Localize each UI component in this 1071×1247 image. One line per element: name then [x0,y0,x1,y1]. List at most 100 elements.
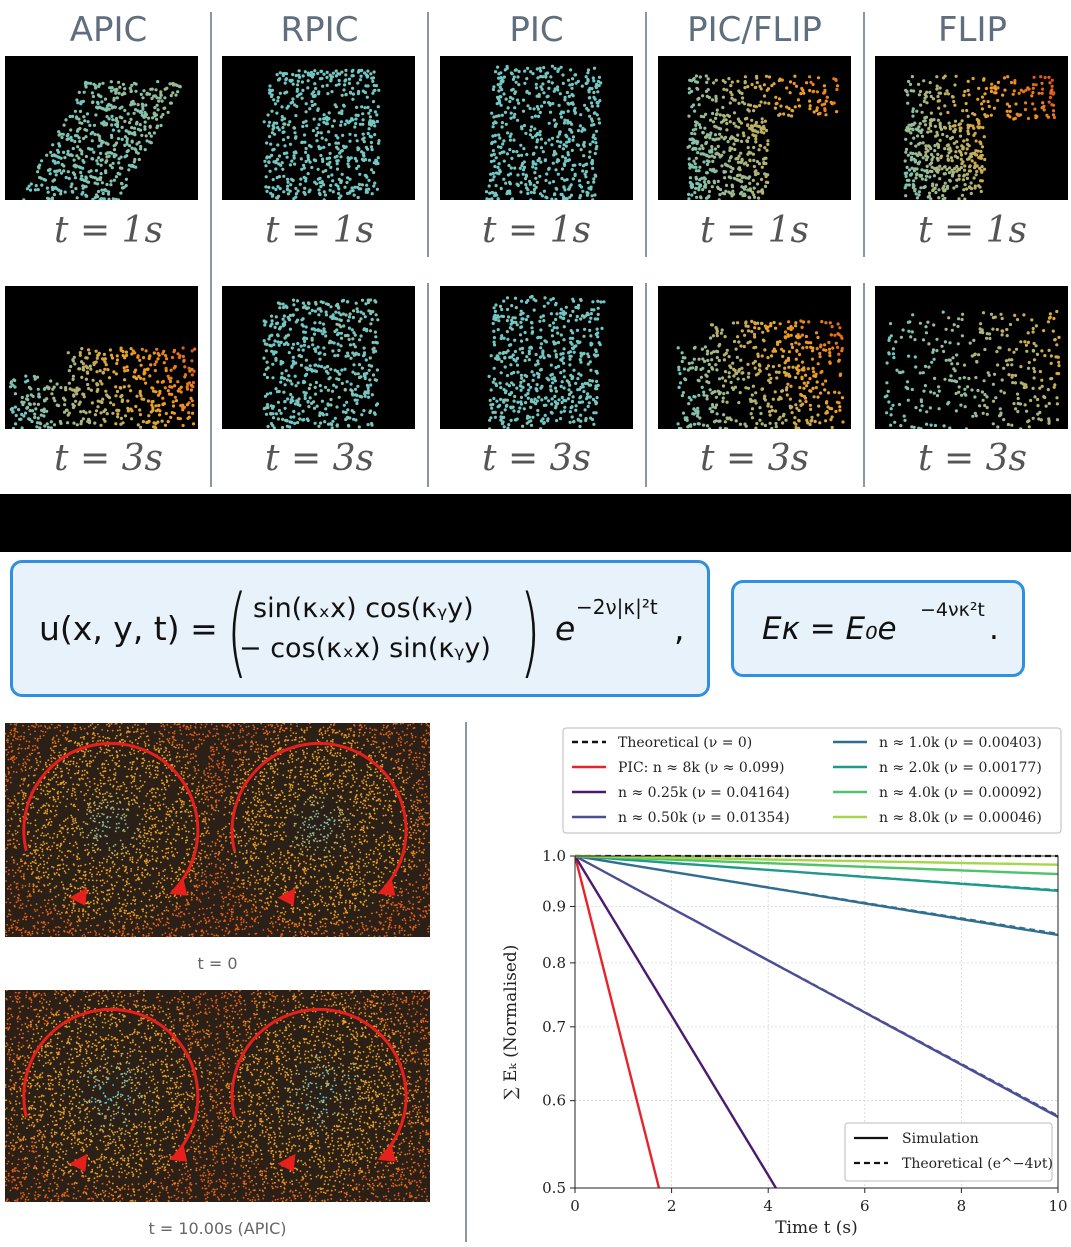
x-tick-label: 10 [1048,1197,1067,1215]
velocity-trail: , [674,609,685,648]
series-line [575,854,1058,866]
time-label: t = 3s [54,438,163,479]
sim-panel-flip-t1 [875,56,1068,200]
style-legend: Simulation Theoretical (e^−4νt) [844,1122,1053,1182]
x-tick-label: 0 [570,1197,580,1215]
sim-panel-apic-t1 [5,56,198,200]
column-divider [863,283,865,487]
sim-panel-rpic-t1 [222,56,415,200]
section-divider [465,722,467,1242]
chart-legend: Theoretical (ν = 0) n ≈ 1.0k (ν = 0.00403… [562,727,1062,834]
time-label: t = 1s [918,210,1027,251]
velocity-equation-box: u(x, y, t) = ( sin(κₓx) cos(κᵧy) − cos(κ… [10,560,710,697]
plot-frame [574,855,1059,1189]
style-legend-box [844,1122,1053,1182]
rotation-arrow [230,741,408,889]
arrow-head [169,877,188,896]
y-axis-label: ∑ Eₖ (Normalised) [501,945,521,1100]
column-title-flip: FLIP [937,10,1008,50]
series-line [575,855,661,1188]
left-paren: ( [226,575,248,689]
arrow-head [69,887,88,906]
legend-label: n ≈ 8.0k (ν = 0.00046) [879,810,1042,826]
velocity-row-1: sin(κₓx) cos(κᵧy) [253,593,474,624]
sim-panel-flip-t3 [875,286,1068,429]
x-axis-label: Time t (s) [775,1218,858,1238]
y-tick-label: 1.0 [542,847,566,865]
separator-band [0,494,1071,552]
column-title-pic-flip: PIC/FLIP [687,10,822,50]
y-tick-label: 0.8 [542,954,566,972]
legend-label: n ≈ 0.50k (ν = 0.01354) [618,810,790,826]
style-legend-label: Theoretical (e^−4νt) [902,1156,1053,1172]
y-tick-label: 0.5 [542,1179,566,1197]
rotation-arrow [22,741,200,889]
y-tick-label: 0.7 [542,1018,566,1036]
energy-trail: . [989,611,999,647]
legend-label: PIC: n ≈ 8k (ν ≈ 0.099) [618,760,784,776]
vortex-caption-t0: t = 0 [197,954,238,973]
time-label: t = 3s [918,438,1027,479]
column-title-rpic: RPIC [280,10,359,50]
sim-panel-pic-t3 [440,286,633,429]
sim-panel-pic-flip-t1 [658,56,851,200]
column-divider [645,283,647,487]
right-paren: ) [519,575,541,689]
column-divider [427,12,429,257]
style-legend-label: Simulation [902,1131,979,1147]
velocity-exp-base: e [555,609,576,648]
rotation-arrow [230,1007,408,1155]
legend-label: n ≈ 2.0k (ν = 0.00177) [879,760,1042,776]
velocity-row-2: − cos(κₓx) sin(κᵧy) [239,633,491,664]
legend-label: n ≈ 4.0k (ν = 0.00092) [879,785,1042,801]
legend-box [562,727,1062,834]
vortex-image-t0 [5,723,430,937]
arrow-head [277,1153,296,1172]
legend-label: n ≈ 1.0k (ν = 0.00403) [879,735,1042,751]
y-tick-label: 0.9 [542,897,566,915]
sim-panel-rpic-t3 [222,286,415,429]
column-divider [645,12,647,257]
legend-label: n ≈ 0.25k (ν = 0.04164) [618,785,790,801]
time-label: t = 1s [700,210,809,251]
x-tick-label: 6 [860,1197,870,1215]
velocity-exp-sup: −2ν|κ|²t [576,595,658,619]
sim-panel-apic-t3 [5,286,198,429]
series-line [575,854,1058,937]
arrow-head [377,877,396,896]
time-label: t = 1s [265,210,374,251]
column-divider [863,12,865,257]
column-title-apic: APIC [69,10,148,50]
y-tick-label: 0.6 [542,1092,566,1110]
rotation-arrow [22,1007,200,1155]
time-label: t = 3s [265,438,374,479]
time-label: t = 3s [482,438,591,479]
sim-panel-pic-t1 [440,56,633,200]
sim-panel-pic-flip-t3 [658,286,851,429]
energy-exp-sup: −4νκ²t [920,599,985,621]
plot-area: 0 2 4 6 8 10 0.5 0.6 0.7 0.8 0.9 1.0 Time t (s) ∑ Eₖ … [501,847,1068,1238]
column-divider [210,12,212,487]
x-tick-label: 4 [763,1197,773,1215]
vortex-image-t10 [5,990,430,1202]
series-line [575,854,1058,1118]
energy-decay-chart: Theoretical (ν = 0) n ≈ 1.0k (ν = 0.00403… [501,727,1068,1238]
arrow-head [377,1143,396,1162]
column-title-pic: PIC [509,10,564,50]
arrow-head [69,1153,88,1172]
time-label: t = 3s [700,438,809,479]
column-divider [427,283,429,487]
vortex-caption-t10: t = 10.00s (APIC) [148,1219,287,1238]
series-line [575,855,777,1188]
energy-equation-box: Eκ = E₀e −4νκ²t . [731,580,1025,677]
x-tick-label: 2 [667,1197,677,1215]
velocity-lhs: u(x, y, t) = [39,609,218,648]
series-line [575,854,1058,876]
series-line [575,854,1058,892]
arrow-head [169,1143,188,1162]
energy-lhs: Eκ = E₀e [762,611,897,647]
time-label: t = 1s [482,210,591,251]
legend-label: Theoretical (ν = 0) [618,735,752,751]
x-tick-label: 8 [957,1197,967,1215]
time-label: t = 1s [54,210,163,251]
